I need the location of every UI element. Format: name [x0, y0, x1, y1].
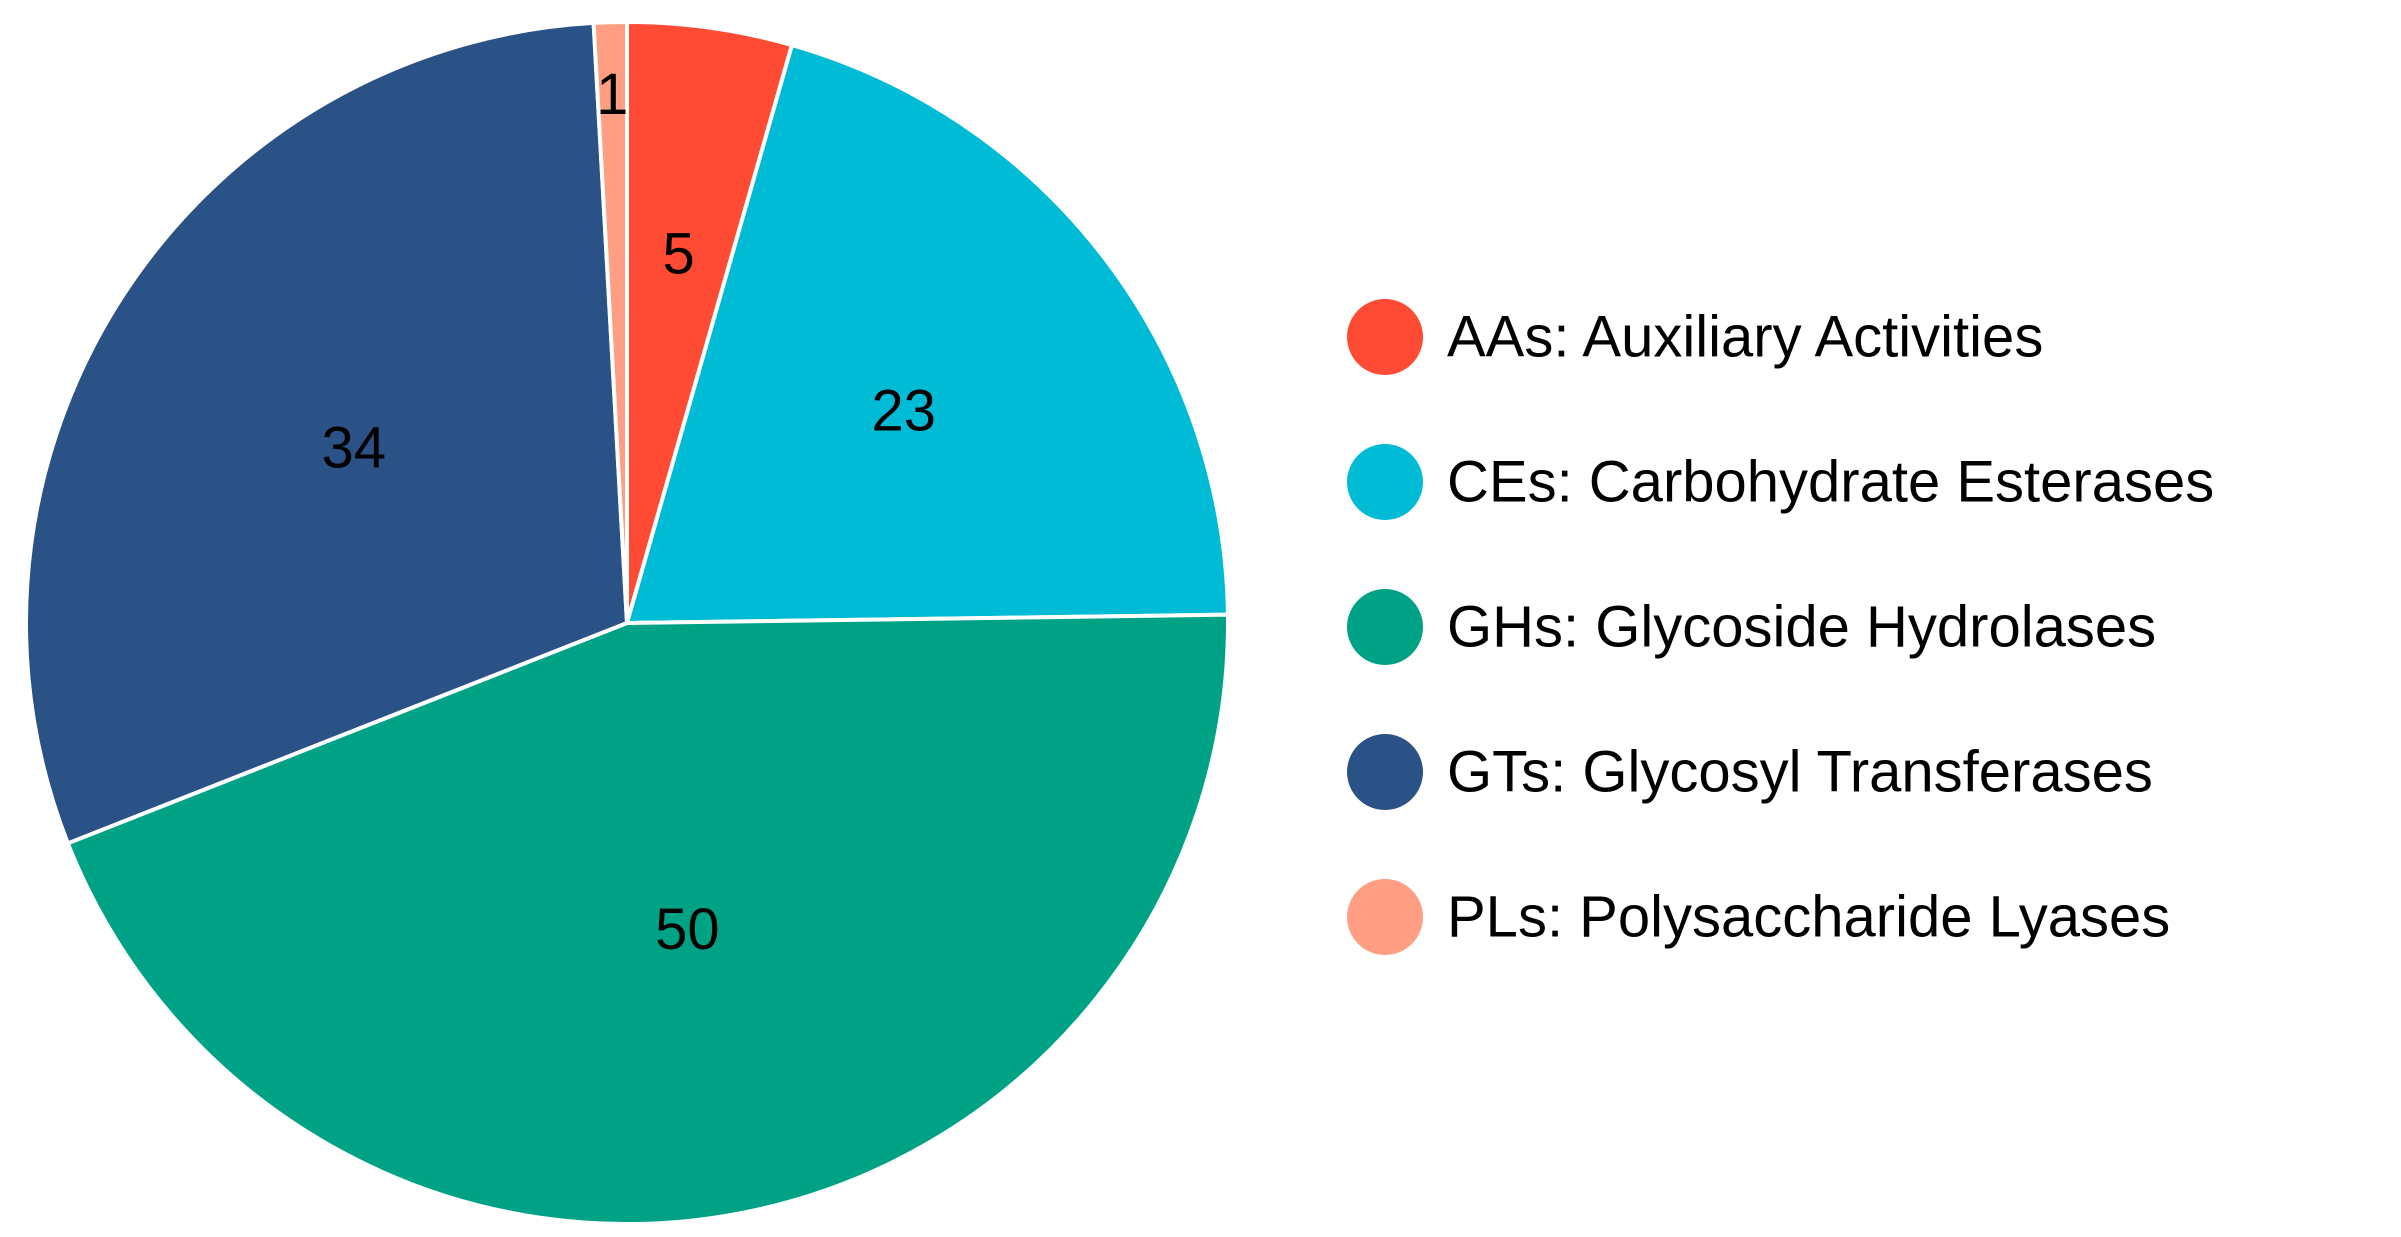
slice-value-label-5: 1: [596, 62, 628, 127]
pie-slices: [24, 20, 1230, 1226]
legend-label-1: AAs: Auxiliary Activities: [1447, 305, 2043, 370]
legend-swatch-4: [1347, 734, 1423, 810]
legend-label-5: PLs: Polysaccharide Lyases: [1447, 885, 2170, 950]
slice-value-label-2: 23: [872, 379, 937, 444]
legend: AAs: Auxiliary Activities CEs: Carbohydra…: [1347, 299, 2214, 955]
pie-value-labels: 5 23 50 34 1: [322, 62, 937, 962]
slice-value-label-4: 34: [322, 415, 387, 480]
pie-slice-2: [625, 43, 1230, 625]
legend-label-3: GHs: Glycoside Hydrolases: [1447, 595, 2156, 660]
legend-label-4: GTs: Glycosyl Transferases: [1447, 740, 2153, 805]
legend-swatch-3: [1347, 589, 1423, 665]
slice-value-label-3: 50: [655, 897, 720, 962]
legend-swatch-1: [1347, 299, 1423, 375]
slice-value-label-1: 5: [662, 221, 694, 286]
pie-slice-5: [591, 20, 629, 625]
legend-label-2: CEs: Carbohydrate Esterases: [1447, 450, 2214, 515]
pie-slice-3: [65, 612, 1230, 1226]
legend-swatch-2: [1347, 444, 1423, 520]
legend-swatch-5: [1347, 879, 1423, 955]
pie-slice-4: [24, 20, 629, 846]
